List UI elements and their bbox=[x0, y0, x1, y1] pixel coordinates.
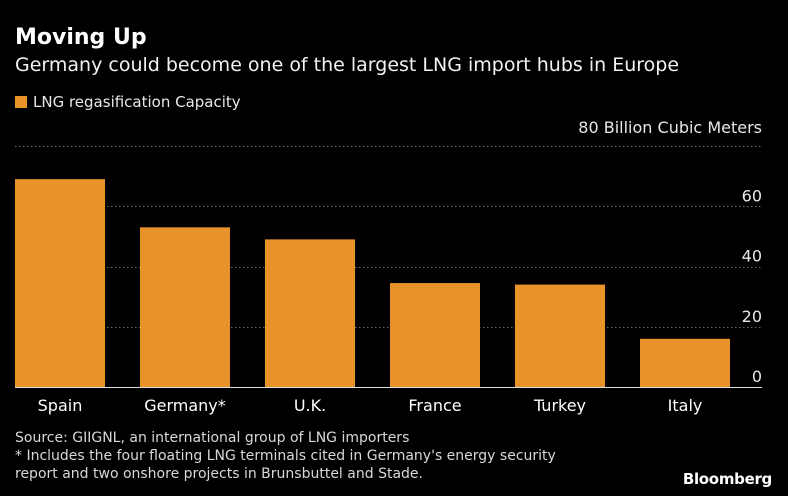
bar bbox=[140, 227, 230, 387]
y-tick-label: 40 bbox=[742, 247, 762, 266]
source-note: Source: GIIGNL, an international group o… bbox=[15, 430, 410, 446]
x-tick-label: Spain bbox=[38, 396, 83, 415]
bloomberg-logo: Bloomberg bbox=[682, 470, 772, 488]
legend: LNG regasification Capacity bbox=[15, 92, 241, 112]
bar bbox=[640, 338, 730, 387]
x-tick-label: U.K. bbox=[294, 396, 326, 415]
y-tick-label: 60 bbox=[742, 186, 762, 205]
x-tick-label: Germany* bbox=[144, 396, 226, 415]
footnote-line-1: * Includes the four floating LNG termina… bbox=[15, 448, 556, 464]
chart-subtitle: Germany could become one of the largest … bbox=[15, 54, 680, 76]
footnote-line-2: report and two onshore projects in Bruns… bbox=[15, 466, 423, 482]
y-tick-label: 0 bbox=[752, 367, 762, 386]
x-tick-label: Italy bbox=[668, 396, 703, 415]
x-tick-label: France bbox=[408, 396, 461, 415]
y-tick-label: 20 bbox=[742, 307, 762, 326]
legend-label: LNG regasification Capacity bbox=[33, 93, 241, 111]
y-axis-unit-label: 80 Billion Cubic Meters bbox=[578, 118, 762, 137]
bar bbox=[15, 179, 105, 387]
bar bbox=[265, 239, 355, 387]
bar bbox=[515, 284, 605, 387]
chart-title: Moving Up bbox=[15, 25, 147, 50]
legend-swatch bbox=[15, 96, 27, 108]
x-tick-label: Turkey bbox=[533, 396, 586, 415]
bar bbox=[390, 283, 480, 387]
